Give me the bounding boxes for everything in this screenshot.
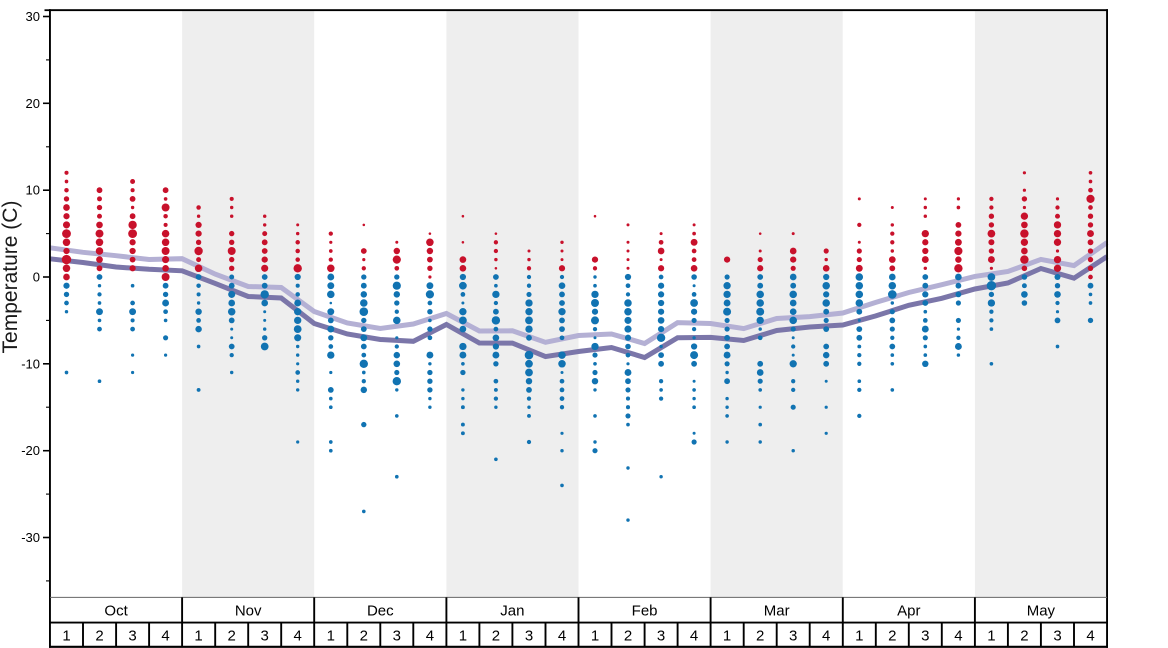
svg-text:20: 20 [26, 96, 40, 111]
svg-text:1: 1 [327, 628, 335, 645]
svg-text:2: 2 [228, 628, 236, 645]
svg-text:2: 2 [624, 628, 632, 645]
svg-text:3: 3 [1053, 628, 1061, 645]
svg-text:1: 1 [62, 628, 70, 645]
svg-text:3: 3 [128, 628, 136, 645]
svg-text:2: 2 [95, 628, 103, 645]
svg-text:4: 4 [1086, 628, 1094, 645]
svg-text:4: 4 [954, 628, 962, 645]
svg-text:4: 4 [161, 628, 169, 645]
svg-text:0: 0 [33, 270, 40, 285]
svg-text:Nov: Nov [235, 603, 262, 620]
svg-text:3: 3 [261, 628, 269, 645]
svg-text:2: 2 [756, 628, 764, 645]
svg-text:4: 4 [294, 628, 302, 645]
svg-text:-20: -20 [21, 443, 40, 458]
svg-text:1: 1 [591, 628, 599, 645]
svg-text:May: May [1027, 603, 1056, 620]
svg-text:2: 2 [1020, 628, 1028, 645]
svg-text:Dec: Dec [367, 603, 394, 620]
svg-text:3: 3 [789, 628, 797, 645]
svg-text:-30: -30 [21, 530, 40, 545]
svg-text:3: 3 [921, 628, 929, 645]
svg-text:1: 1 [194, 628, 202, 645]
svg-text:Mar: Mar [764, 603, 790, 620]
svg-text:2: 2 [360, 628, 368, 645]
svg-text:30: 30 [26, 9, 40, 24]
svg-text:1: 1 [459, 628, 467, 645]
svg-text:Oct: Oct [104, 603, 128, 620]
svg-text:10: 10 [26, 183, 40, 198]
svg-text:3: 3 [525, 628, 533, 645]
svg-text:Apr: Apr [897, 603, 920, 620]
svg-text:-10: -10 [21, 356, 40, 371]
svg-text:Jan: Jan [500, 603, 524, 620]
svg-text:2: 2 [888, 628, 896, 645]
svg-text:3: 3 [393, 628, 401, 645]
svg-text:1: 1 [723, 628, 731, 645]
svg-text:1: 1 [855, 628, 863, 645]
svg-text:4: 4 [822, 628, 830, 645]
svg-text:4: 4 [690, 628, 698, 645]
svg-text:2: 2 [492, 628, 500, 645]
svg-text:1: 1 [987, 628, 995, 645]
svg-text:Temperature (C): Temperature (C) [0, 201, 22, 354]
svg-text:Feb: Feb [632, 603, 658, 620]
svg-text:4: 4 [558, 628, 566, 645]
svg-text:4: 4 [426, 628, 434, 645]
svg-text:3: 3 [657, 628, 665, 645]
